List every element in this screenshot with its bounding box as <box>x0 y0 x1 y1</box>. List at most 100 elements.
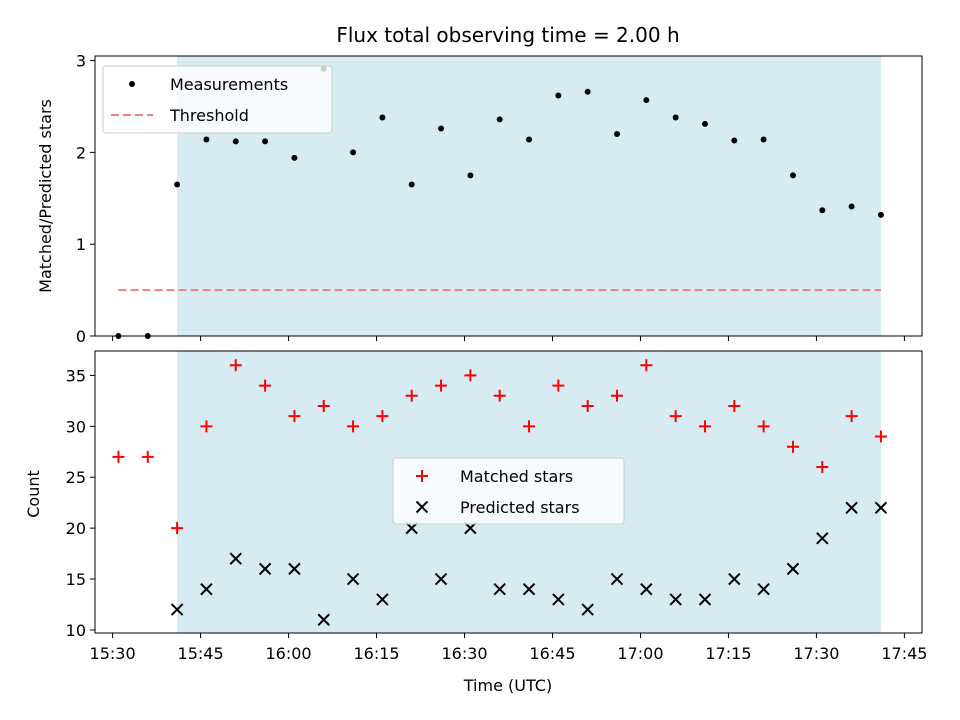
x-axis-label: Time (UTC) <box>463 676 552 695</box>
matched-star-point <box>141 450 154 463</box>
matched-star-point <box>640 359 653 372</box>
y-tick-label: 3 <box>76 52 86 71</box>
legend-box <box>392 457 625 525</box>
predicted-star-point <box>493 583 506 596</box>
matched-star-point <box>874 430 887 443</box>
predicted-star-point <box>698 593 712 606</box>
bottom-panel: 10 15 20 25 30 35 15:30 15:45 16:00 16:15 16:30 16:… <box>66 350 927 663</box>
predicted-star-point <box>434 572 448 586</box>
legend-label: Matched stars <box>460 467 573 486</box>
matched-star-point <box>493 389 506 402</box>
matched-star-point <box>435 379 448 392</box>
matched-star-point <box>523 420 536 433</box>
matched-star-point <box>347 420 360 433</box>
measurement-point <box>584 88 591 95</box>
measurement-point <box>379 114 386 121</box>
x-tick-label: 16:30 <box>441 644 487 663</box>
measurement-point <box>350 149 357 156</box>
y-tick-label: 10 <box>66 621 86 640</box>
measurement-point <box>555 92 562 99</box>
x-tick-label: 16:15 <box>353 644 399 663</box>
matched-star-point <box>552 379 565 392</box>
matched-star-point <box>669 410 682 423</box>
legend-label: Predicted stars <box>460 498 580 517</box>
predicted-star-point <box>170 603 184 616</box>
matched-star-point <box>288 410 301 423</box>
matched-star-point <box>200 420 213 433</box>
measurement-point <box>701 120 708 127</box>
measurement-point <box>232 138 239 145</box>
measurement-point <box>819 207 826 214</box>
x-tick-label: 15:45 <box>178 644 224 663</box>
matched-star-point <box>698 420 711 433</box>
predicted-star-point <box>816 532 829 545</box>
measurement-point <box>526 136 533 143</box>
measurement-point <box>643 97 650 104</box>
measurement-point <box>760 136 767 143</box>
matched-star-point <box>317 399 330 412</box>
predicted-star-point <box>610 572 624 586</box>
predicted-star-point <box>317 613 330 626</box>
y-tick-label: 20 <box>66 519 86 538</box>
measurement-point <box>496 116 503 123</box>
predicted-star-point <box>200 583 213 596</box>
x-tick-label: 17:00 <box>617 644 663 663</box>
predicted-star-point <box>874 501 888 514</box>
legend-label: Measurements <box>170 75 288 94</box>
x-tick-label: 17:45 <box>881 644 927 663</box>
y-tick-label: 0 <box>76 327 86 346</box>
chart-title: Flux total observing time = 2.00 h <box>336 23 679 47</box>
x-tick-label: 16:00 <box>265 644 311 663</box>
predicted-star-point <box>522 583 536 596</box>
predicted-star-point <box>728 572 741 586</box>
predicted-star-point <box>258 562 272 576</box>
y-tick-label: 15 <box>66 570 86 589</box>
predicted-star-point <box>581 603 594 616</box>
measurement-point <box>408 181 415 188</box>
predicted-star-point <box>786 562 800 576</box>
y-tick-label: 30 <box>66 417 86 436</box>
legend-label: Threshold <box>169 106 249 125</box>
y-tick-label: 2 <box>76 143 86 162</box>
matched-star-point <box>816 461 829 474</box>
measurement-point <box>614 131 621 138</box>
matched-star-point <box>786 440 799 453</box>
matched-star-point <box>845 410 858 423</box>
legend-marker-dot <box>129 81 135 87</box>
predicted-star-point <box>229 552 242 565</box>
predicted-star-point <box>757 583 770 596</box>
x-tick-label: 17:15 <box>705 644 751 663</box>
top-y-axis-label: Matched/Predicted stars <box>36 99 55 293</box>
matched-star-point <box>259 379 272 392</box>
predicted-star-point <box>376 593 389 606</box>
matched-star-point <box>611 389 624 402</box>
matched-star-point <box>112 450 125 463</box>
legend-box <box>102 65 333 134</box>
matched-star-point <box>757 420 770 433</box>
measurement-point <box>877 211 884 218</box>
matched-star-point <box>405 389 418 402</box>
legend-marker-plus <box>416 470 428 482</box>
measurement-point <box>291 154 298 161</box>
measurement-point <box>203 136 210 143</box>
x-tick-label: 16:45 <box>529 644 575 663</box>
measurement-point <box>174 181 181 188</box>
x-tick-label: 15:30 <box>90 644 136 663</box>
legend-marker-x <box>415 500 429 514</box>
measurement-point <box>789 172 796 179</box>
matched-star-point <box>171 522 184 535</box>
axes-frame <box>94 55 923 337</box>
y-tick-label: 1 <box>76 235 86 254</box>
bottom-y-axis-label: Count <box>24 470 43 518</box>
top-panel: 0 1 2 3 Measurements Threshold <box>76 52 923 346</box>
measurement-point <box>262 138 269 145</box>
predicted-star-point <box>640 583 653 596</box>
predicted-star-point <box>669 593 682 606</box>
y-tick-label: 25 <box>66 468 86 487</box>
y-tick-label: 35 <box>66 366 86 385</box>
axes-frame <box>94 350 923 634</box>
predicted-star-point <box>845 501 858 514</box>
predicted-star-point <box>346 572 360 586</box>
predicted-star-point <box>288 562 301 576</box>
matched-star-point <box>728 399 741 412</box>
